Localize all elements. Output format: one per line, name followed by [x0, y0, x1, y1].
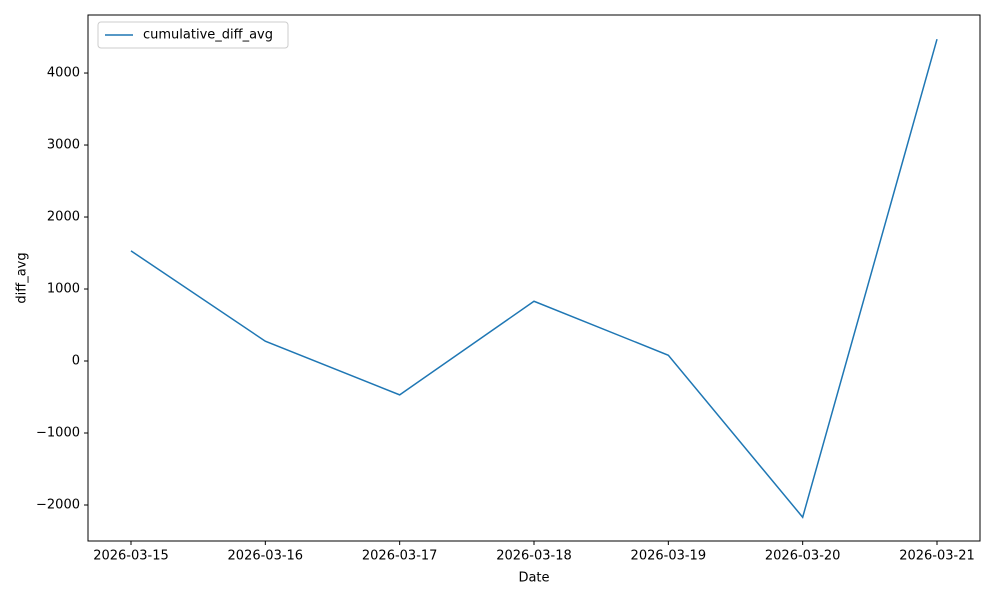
x-tick-label: 2026-03-17 — [362, 549, 438, 564]
y-axis-label: diff_avg — [15, 252, 30, 303]
x-tick-label: 2026-03-15 — [93, 549, 169, 564]
x-tick-label: 2026-03-21 — [899, 549, 975, 564]
plot-frame — [87, 14, 981, 542]
y-tick-label: 1000 — [47, 282, 80, 297]
legend-box — [97, 21, 289, 49]
x-axis-label: Date — [518, 571, 549, 586]
y-tick-label: −2000 — [36, 498, 80, 513]
x-tick-label: 2026-03-18 — [496, 549, 572, 564]
y-tick-label: 0 — [72, 354, 80, 369]
y-tick-label: 2000 — [47, 210, 80, 225]
x-tick-label: 2026-03-16 — [228, 549, 304, 564]
y-tick-label: −1000 — [36, 426, 80, 441]
line — [130, 38, 938, 519]
x-tick-label: 2026-03-20 — [765, 549, 841, 564]
y-tick-label: 4000 — [47, 66, 80, 81]
legend-label: cumulative_diff_avg — [143, 28, 273, 43]
x-tick-label: 2026-03-19 — [631, 549, 707, 564]
y-tick-label: 3000 — [47, 138, 80, 153]
